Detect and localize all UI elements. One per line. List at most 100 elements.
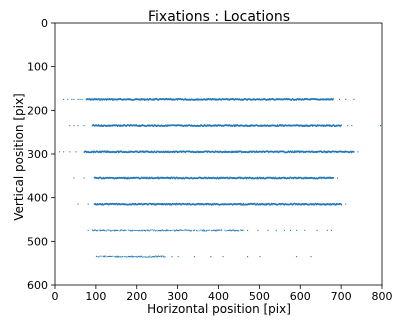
fixation-point [247,124,249,127]
fixation-point [96,150,98,153]
fixation-point [175,124,177,126]
fixation-point [295,203,297,205]
fixation-point [131,99,133,101]
fixation-point [331,177,333,179]
fixation-point [172,203,175,205]
fixation-point [234,230,236,232]
fixation-point [326,176,328,179]
fixation-point [275,98,277,101]
fixation-point [121,229,123,231]
fixation-point [103,176,105,179]
fixation-point [330,151,332,153]
fixation-point [159,151,161,153]
fixation-point [174,150,176,153]
fixation-point [253,202,255,205]
fixation-point [221,98,223,100]
fixation-point [94,229,96,231]
fixation-point [316,229,318,232]
fixation-point [189,150,191,153]
fixation-point [220,99,222,101]
fixation-point [296,203,298,206]
fixation-point [288,124,290,126]
fixation-point [257,203,259,206]
fixation-point [324,98,326,101]
fixation-point [188,229,190,231]
fixation-point [293,202,295,205]
fixation-point [126,124,128,126]
fixation-point [157,256,159,258]
fixation-point [342,151,345,153]
fixation-point [116,98,119,101]
fixation-point [234,177,236,180]
fixation-point [336,202,338,205]
fixation-point [93,230,95,232]
fixation-point [323,176,325,179]
fixation-point [81,98,83,101]
fixation-point [88,151,90,154]
fixation-point [126,203,128,206]
fixation-point [123,124,125,126]
fixation-point [256,124,258,127]
fixation-point [267,124,269,126]
fixation-point [305,203,308,205]
fixation-point [150,256,152,258]
fixation-point [236,177,238,180]
fixation-point [239,150,241,153]
fixation-point [147,151,149,153]
fixation-point [233,151,235,153]
fixation-point [261,124,263,127]
fixation-point [195,203,197,206]
fixation-point [136,256,139,258]
fixation-point [218,99,220,101]
fixation-point [282,98,284,101]
fixation-point [169,230,171,231]
fixation-point [236,151,238,153]
fixation-point [256,124,258,126]
fixation-point [276,124,279,126]
fixation-point [143,99,146,101]
fixation-point [272,151,274,153]
fixation-point [319,124,321,127]
fixation-point [224,98,226,101]
fixation-point [94,229,96,231]
fixation-point [240,177,243,179]
fixation-point [174,177,176,180]
fixation-point [331,203,333,205]
fixation-point [135,124,137,127]
fixation-point [351,125,353,127]
fixation-point [109,176,111,179]
fixation-point [294,176,297,179]
fixation-point [106,98,108,101]
fixation-point [197,203,199,206]
fixation-point [225,203,227,206]
fixation-point [94,124,96,127]
fixation-point [295,150,297,153]
fixation-point [203,98,205,100]
fixation-point [200,98,202,101]
fixation-point [275,125,277,127]
fixation-point [206,150,208,153]
fixation-point [335,150,337,153]
fixation-point [154,98,156,100]
fixation-point [99,203,102,205]
fixation-point [181,124,184,127]
fixation-point [191,203,193,206]
fixation-point [266,124,268,127]
fixation-point [138,124,141,127]
fixation-point [331,177,333,179]
fixation-point [263,203,265,205]
fixation-point [351,151,353,153]
fixation-point [132,124,134,126]
fixation-point [154,124,157,127]
fixation-point [250,98,252,101]
fixation-point [200,151,202,153]
fixation-point [63,151,65,153]
fixation-point [201,177,203,180]
fixation-point [215,98,217,101]
fixation-point [110,176,112,179]
fixation-point [137,125,139,127]
fixation-point [120,203,122,206]
fixation-point [319,176,321,179]
fixation-point [106,256,108,258]
